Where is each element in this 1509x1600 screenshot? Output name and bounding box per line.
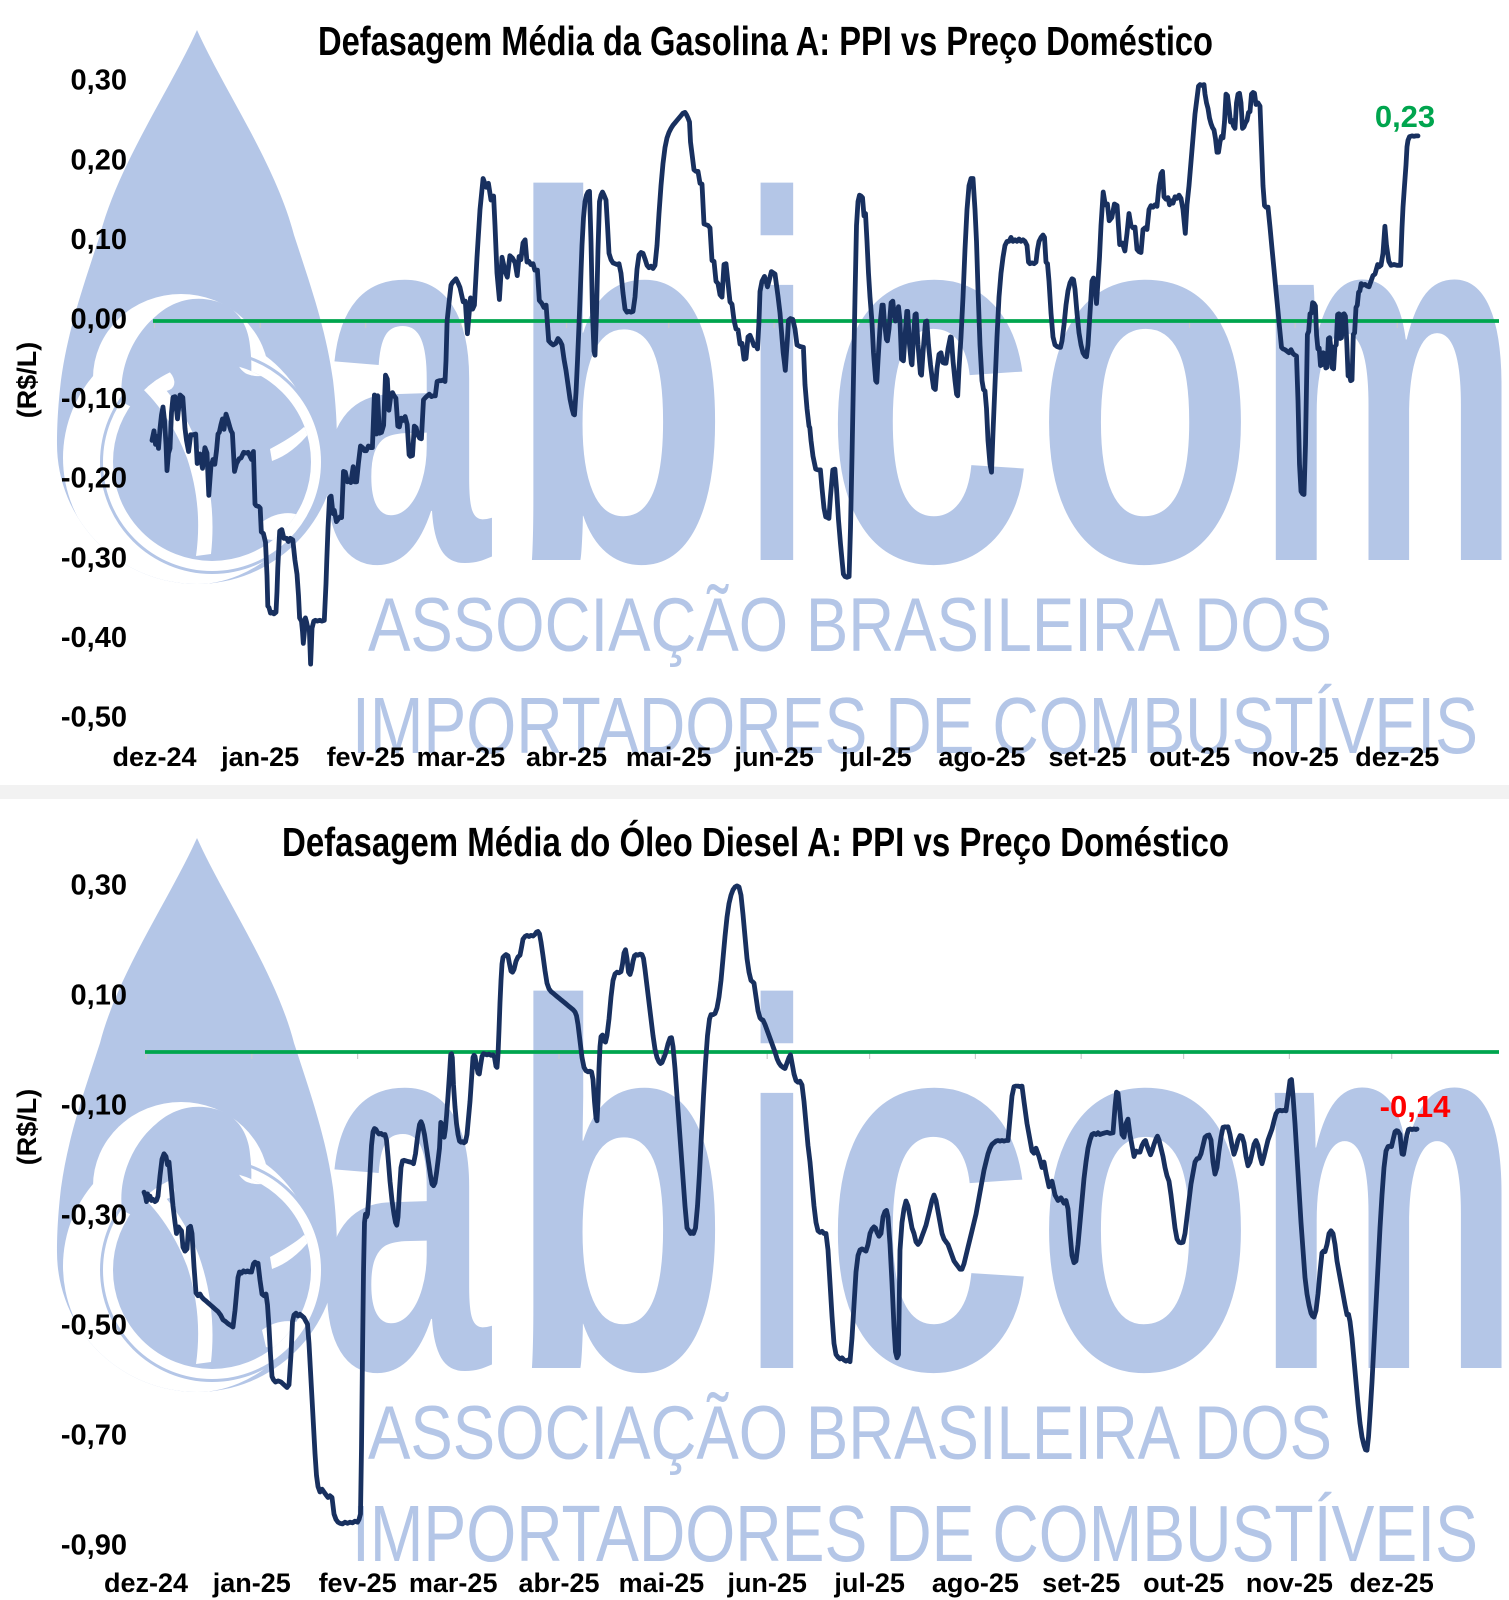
- svg-text:jan-25: jan-25: [220, 742, 299, 772]
- svg-text:nov-25: nov-25: [1252, 742, 1339, 772]
- svg-text:ago-25: ago-25: [932, 1568, 1019, 1598]
- svg-text:dez-24: dez-24: [112, 742, 196, 772]
- svg-text:(R$/L): (R$/L): [12, 1089, 42, 1166]
- svg-text:o: o: [1035, 88, 1255, 670]
- svg-text:0,30: 0,30: [71, 65, 127, 97]
- svg-text:-0,20: -0,20: [61, 463, 127, 495]
- svg-text:jul-25: jul-25: [840, 742, 912, 772]
- svg-text:IMPORTADORES DE COMBUSTÍVEIS: IMPORTADORES DE COMBUSTÍVEIS: [352, 1489, 1478, 1578]
- svg-text:jun-25: jun-25: [726, 1568, 807, 1598]
- svg-text:fev-25: fev-25: [327, 742, 405, 772]
- svg-text:b: b: [508, 88, 730, 670]
- svg-text:abr-25: abr-25: [526, 742, 607, 772]
- svg-text:jun-25: jun-25: [733, 742, 814, 772]
- svg-text:-0,14: -0,14: [1380, 1089, 1451, 1124]
- svg-text:-0,10: -0,10: [61, 1090, 127, 1122]
- svg-text:i: i: [744, 88, 810, 670]
- svg-text:-0,50: -0,50: [61, 702, 127, 734]
- svg-text:mai-25: mai-25: [619, 1568, 705, 1598]
- svg-text:-0,30: -0,30: [61, 1200, 127, 1232]
- svg-text:set-25: set-25: [1042, 1568, 1120, 1598]
- svg-text:mai-25: mai-25: [626, 742, 712, 772]
- svg-text:abr-25: abr-25: [518, 1568, 599, 1598]
- svg-text:-0,30: -0,30: [61, 542, 127, 574]
- svg-text:ASSOCIAÇÃO BRASILEIRA DOS: ASSOCIAÇÃO BRASILEIRA DOS: [368, 583, 1332, 668]
- svg-text:dez-25: dez-25: [1350, 1568, 1434, 1598]
- svg-text:ago-25: ago-25: [938, 742, 1025, 772]
- svg-text:IMPORTADORES DE COMBUSTÍVEIS: IMPORTADORES DE COMBUSTÍVEIS: [352, 681, 1478, 770]
- svg-text:0,30: 0,30: [71, 870, 127, 902]
- svg-text:0,20: 0,20: [71, 144, 127, 176]
- svg-text:(R$/L): (R$/L): [12, 342, 42, 419]
- svg-text:c: c: [823, 88, 1035, 670]
- svg-text:dez-25: dez-25: [1355, 742, 1439, 772]
- svg-text:-0,10: -0,10: [61, 383, 127, 415]
- svg-text:-0,90: -0,90: [61, 1530, 127, 1562]
- svg-text:b: b: [508, 896, 730, 1478]
- svg-text:0,00: 0,00: [71, 304, 127, 336]
- svg-text:-0,40: -0,40: [61, 622, 127, 654]
- svg-text:o: o: [1035, 896, 1255, 1478]
- svg-text:Defasagem Média da Gasolina A:: Defasagem Média da Gasolina A: PPI vs Pr…: [318, 18, 1213, 64]
- svg-text:-0,50: -0,50: [61, 1310, 127, 1342]
- svg-text:set-25: set-25: [1048, 742, 1126, 772]
- svg-text:out-25: out-25: [1143, 1568, 1224, 1598]
- svg-text:ASSOCIAÇÃO BRASILEIRA DOS: ASSOCIAÇÃO BRASILEIRA DOS: [368, 1391, 1332, 1476]
- svg-text:0,23: 0,23: [1375, 99, 1435, 134]
- svg-text:0,10: 0,10: [71, 980, 127, 1012]
- svg-text:0,10: 0,10: [71, 224, 127, 256]
- svg-text:a: a: [318, 896, 492, 1478]
- svg-text:jan-25: jan-25: [212, 1568, 291, 1598]
- svg-text:mar-25: mar-25: [409, 1568, 498, 1598]
- svg-text:c: c: [823, 896, 1035, 1478]
- svg-text:mar-25: mar-25: [417, 742, 506, 772]
- svg-text:out-25: out-25: [1149, 742, 1230, 772]
- svg-text:jul-25: jul-25: [833, 1568, 905, 1598]
- svg-text:nov-25: nov-25: [1246, 1568, 1333, 1598]
- svg-text:-0,70: -0,70: [61, 1420, 127, 1452]
- svg-text:dez-24: dez-24: [104, 1568, 188, 1598]
- svg-text:Defasagem Média do Óleo Diesel: Defasagem Média do Óleo Diesel A: PPI vs…: [282, 819, 1229, 865]
- svg-text:fev-25: fev-25: [319, 1568, 397, 1598]
- svg-text:a: a: [318, 88, 492, 670]
